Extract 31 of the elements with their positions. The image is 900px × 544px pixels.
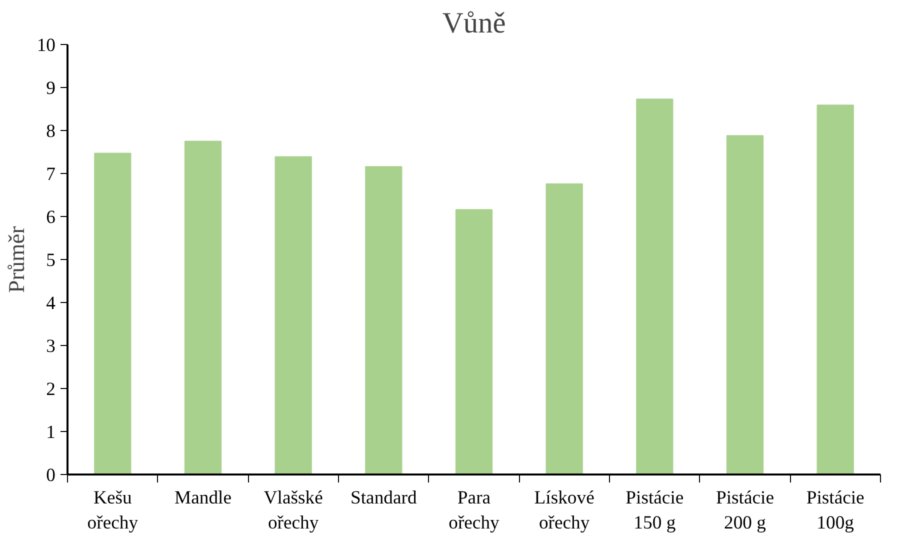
y-tick-label: 8 <box>46 121 56 142</box>
y-tick-label: 5 <box>46 250 56 271</box>
x-tick-label: Pistácie 150 g <box>626 488 684 534</box>
bar <box>816 104 854 474</box>
x-tick-label: Pistácie 200 g <box>716 488 774 534</box>
y-axis-title: Průměr <box>4 226 29 293</box>
y-tick-label: 2 <box>46 379 56 400</box>
bar <box>636 98 674 474</box>
bar <box>274 156 312 474</box>
bar <box>726 135 764 474</box>
x-tick-label: Kešu ořechy <box>87 488 139 534</box>
y-tick-label: 0 <box>46 465 56 486</box>
bar <box>546 183 583 474</box>
x-tick-label: Pistácie 100g <box>806 488 864 534</box>
x-tick-label: Vlašské ořechy <box>264 488 323 534</box>
chart-title: Vůně <box>442 8 506 40</box>
x-tick-label: Mandle <box>174 488 232 508</box>
bar <box>184 140 222 474</box>
y-tick-label: 1 <box>46 422 56 443</box>
y-tick-label: 4 <box>46 293 56 314</box>
x-tick-label: Lískové ořechy <box>534 488 594 534</box>
y-tick-label: 10 <box>36 35 56 56</box>
x-tick-label: Para ořechy <box>448 488 500 534</box>
y-tick-label: 9 <box>46 78 56 99</box>
bar <box>94 152 132 474</box>
x-tick-label: Standard <box>350 488 418 508</box>
y-tick-label: 3 <box>46 336 56 357</box>
y-tick-label: 6 <box>46 207 56 228</box>
bar <box>365 166 402 474</box>
y-tick-label: 7 <box>46 164 56 185</box>
bar <box>455 209 493 474</box>
